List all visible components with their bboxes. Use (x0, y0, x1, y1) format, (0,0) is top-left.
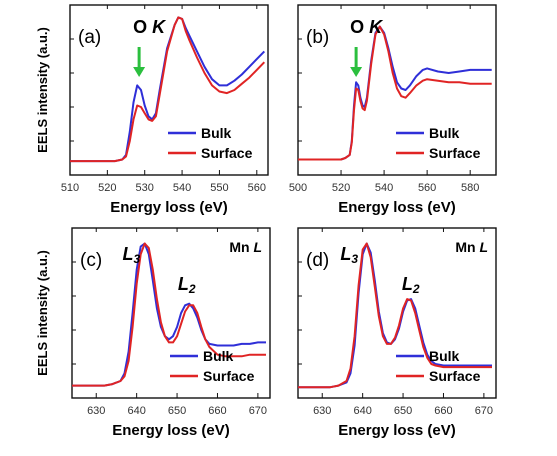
peak-label-l3: L3 (123, 244, 141, 266)
plot-frame (71, 227, 271, 399)
element-label: Mn (229, 239, 253, 255)
peak-subscript: 2 (188, 282, 196, 296)
legend-label-surface: Surface (429, 368, 481, 384)
y-axis-label: EELS intensity (a.u.) (35, 27, 50, 153)
legend: Bulk Surface (396, 348, 481, 384)
peak-subscript: 3 (351, 252, 358, 266)
series-line-surface (72, 242, 266, 387)
x-tick-label: 630 (313, 405, 331, 417)
x-tick-label: 540 (375, 182, 393, 194)
series-line-surface (298, 25, 492, 161)
peak-subscript: 2 (412, 282, 420, 296)
x-tick-label: 540 (173, 182, 191, 194)
peak-letter: L (402, 274, 413, 294)
edge-label: K (364, 17, 384, 37)
x-tick-label: 560 (248, 182, 266, 194)
series-line-surface (298, 242, 492, 389)
edge-annotation: Mn L (455, 239, 488, 255)
panel-b: 500 520 540 560 580 Energy loss (eV) (b) O K Bul… (289, 4, 497, 216)
panel-label: (a) (78, 27, 101, 48)
x-tick-label: 660 (434, 405, 452, 417)
legend-label-bulk: Bulk (429, 125, 460, 141)
x-tick-label: 630 (87, 405, 105, 417)
element-label: O (133, 17, 147, 37)
panel-c: 630 640 650 660 670 Energy loss (eV) EELS inte… (35, 227, 271, 439)
peak-label-l2: L2 (178, 274, 196, 296)
edge-annotation: O K (133, 17, 167, 37)
x-tick-label: 520 (98, 182, 116, 194)
x-tick-label: 560 (418, 182, 436, 194)
x-axis-label: Energy loss (eV) (112, 422, 230, 439)
x-tick-label: 650 (168, 405, 186, 417)
legend-label-surface: Surface (203, 368, 255, 384)
series-line-surface (70, 16, 266, 163)
x-tick-label: 580 (461, 182, 479, 194)
x-tick-label: 520 (332, 182, 350, 194)
legend-label-surface: Surface (201, 145, 253, 161)
x-tick-label: 660 (208, 405, 226, 417)
x-tick-label: 550 (210, 182, 228, 194)
peak-label-l2: L2 (402, 274, 420, 296)
legend-label-bulk: Bulk (429, 348, 460, 364)
panel-label: (c) (80, 250, 102, 271)
plot-frame (297, 4, 497, 176)
x-tick-label: 510 (61, 182, 79, 194)
panel-label: (b) (306, 27, 329, 48)
peak-subscript: 3 (134, 252, 141, 266)
peak-label-l3: L3 (340, 244, 358, 266)
edge-label: L (253, 239, 262, 255)
x-axis-label: Energy loss (eV) (338, 422, 456, 439)
series-line-bulk (72, 242, 266, 387)
peak-letter: L (123, 244, 134, 264)
peak-letter: L (178, 274, 189, 294)
down-arrow-icon (133, 67, 146, 77)
y-axis-label: EELS intensity (a.u.) (35, 250, 50, 376)
x-axis-label: Energy loss (eV) (110, 199, 228, 216)
x-tick-label: 500 (289, 182, 307, 194)
peak-letter: L (340, 244, 351, 264)
x-axis-label: Energy loss (eV) (338, 199, 456, 216)
x-tick-label: 640 (353, 405, 371, 417)
x-tick-label: 670 (249, 405, 267, 417)
legend: Bulk Surface (170, 348, 255, 384)
element-label: O (350, 17, 364, 37)
legend-label-bulk: Bulk (203, 348, 234, 364)
legend-label-bulk: Bulk (201, 125, 232, 141)
x-tick-label: 650 (394, 405, 412, 417)
edge-annotation: Mn L (229, 239, 262, 255)
edge-annotation: O K (350, 17, 384, 37)
element-label: Mn (455, 239, 479, 255)
down-arrow-icon (350, 67, 363, 77)
legend-label-surface: Surface (429, 145, 481, 161)
edge-label: K (147, 17, 167, 37)
panel-label: (d) (306, 250, 329, 271)
panel-a: 510 520 530 540 550 560 Energy loss (eV) EELS i… (35, 4, 269, 216)
x-tick-label: 640 (127, 405, 145, 417)
edge-label: L (479, 239, 488, 255)
x-tick-label: 530 (136, 182, 154, 194)
x-tick-label: 670 (475, 405, 493, 417)
plot-frame (69, 4, 269, 176)
legend: Bulk Surface (396, 125, 481, 161)
plot-frame (297, 227, 497, 399)
legend: Bulk Surface (168, 125, 253, 161)
